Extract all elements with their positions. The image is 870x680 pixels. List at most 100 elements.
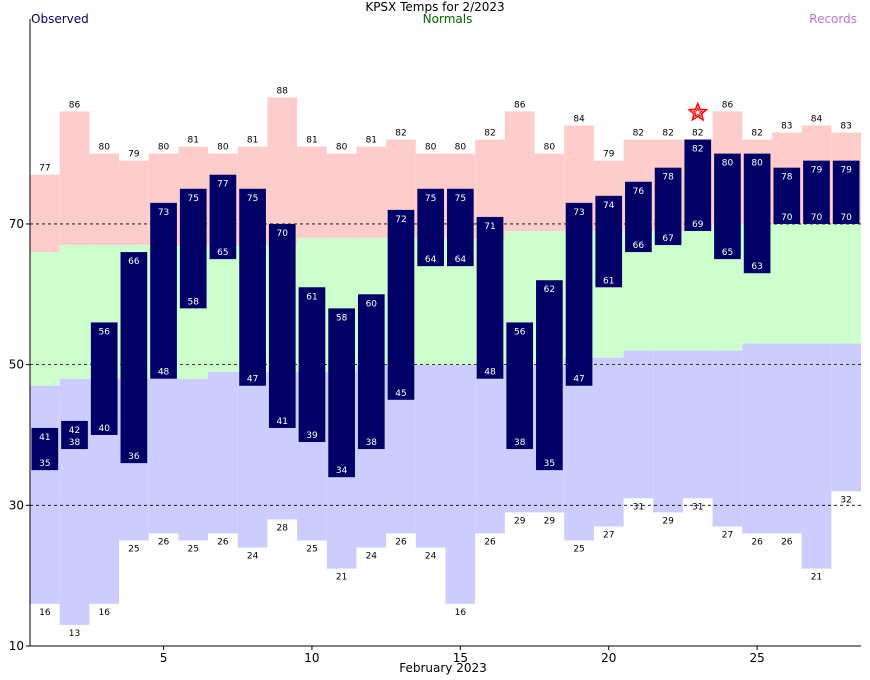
observed-bar — [565, 202, 593, 386]
observed-low-label: 64 — [455, 255, 467, 265]
observed-bar — [209, 174, 237, 260]
x-axis-label: February 2023 — [399, 661, 487, 675]
normal-band — [208, 245, 238, 372]
observed-high-label: 80 — [722, 159, 734, 169]
record-low-band — [30, 385, 60, 604]
observed-high-label: 76 — [633, 187, 645, 197]
observed-low-label: 40 — [98, 424, 110, 434]
record-high-band — [534, 153, 565, 231]
record-high-label: 82 — [692, 129, 703, 139]
x-tick-label: 25 — [749, 651, 764, 665]
observed-bar — [239, 188, 266, 386]
observed-bar — [743, 153, 771, 274]
observed-high-label: 72 — [395, 215, 406, 225]
record-low-band — [712, 350, 743, 527]
observed-high-label: 73 — [158, 208, 169, 218]
record-low-label: 16 — [98, 608, 110, 618]
record-high-label: 82 — [395, 129, 406, 139]
record-high-label: 86 — [69, 100, 81, 110]
observed-bars-layer — [31, 139, 860, 478]
observed-high-label: 58 — [336, 313, 348, 323]
observed-bar — [298, 287, 326, 443]
normal-band — [59, 245, 90, 379]
observed-low-label: 34 — [336, 466, 348, 476]
record-high-label: 80 — [158, 143, 170, 153]
observed-high-label: 73 — [573, 208, 584, 218]
record-high-label: 79 — [603, 150, 615, 160]
record-low-band — [237, 371, 268, 548]
record-low-label: 24 — [366, 552, 378, 562]
observed-bar — [476, 216, 504, 379]
observed-low-label: 70 — [811, 213, 823, 223]
record-low-label: 27 — [603, 530, 614, 540]
observed-high-label: 70 — [277, 229, 289, 239]
observed-bar — [357, 294, 385, 450]
observed-bar — [31, 427, 59, 471]
record-low-band — [208, 371, 238, 534]
observed-high-label: 56 — [514, 327, 526, 337]
record-low-label: 26 — [158, 537, 170, 547]
record-high-band — [89, 153, 120, 246]
record-high-label: 88 — [277, 86, 289, 96]
record-low-label: 26 — [484, 537, 496, 547]
record-low-label: 26 — [781, 537, 793, 547]
observed-bar — [417, 188, 444, 267]
legend-records: Records — [809, 12, 857, 26]
record-high-label: 83 — [781, 122, 792, 132]
x-tick-label: 10 — [304, 651, 319, 665]
record-high-label: 81 — [306, 136, 317, 146]
record-high-band — [504, 111, 535, 231]
record-low-label: 13 — [69, 629, 80, 639]
legend-observed: Observed — [31, 12, 89, 26]
observed-bar — [90, 322, 118, 435]
x-tick-label: 15 — [453, 651, 468, 665]
record-high-band — [356, 146, 387, 239]
axes-layer: 10 30 50 70 5 10 15 20 25 February 2023 — [9, 19, 861, 675]
y-tick-label: 50 — [9, 358, 24, 372]
record-low-band — [801, 343, 832, 569]
record-high-label: 84 — [811, 114, 823, 124]
record-low-label: 25 — [306, 544, 317, 554]
record-high-label: 80 — [425, 143, 437, 153]
observed-high-label: 75 — [425, 194, 436, 204]
observed-low-label: 38 — [366, 438, 378, 448]
record-high-label: 80 — [544, 143, 556, 153]
observed-low-label: 70 — [781, 213, 793, 223]
observed-low-label: 61 — [603, 276, 614, 286]
observed-bar — [803, 160, 830, 224]
observed-high-label: 79 — [811, 166, 823, 176]
observed-low-label: 65 — [217, 248, 228, 258]
observed-low-label: 65 — [722, 248, 733, 258]
observed-high-label: 66 — [128, 257, 140, 267]
record-low-label: 24 — [425, 552, 437, 562]
record-low-band — [415, 364, 446, 548]
record-high-label: 86 — [514, 100, 526, 110]
x-tick-label: 20 — [601, 651, 616, 665]
observed-low-label: 70 — [840, 213, 852, 223]
observed-low-label: 67 — [662, 234, 673, 244]
record-high-band — [119, 160, 149, 246]
observed-bar — [387, 209, 415, 400]
observed-low-label: 58 — [188, 297, 200, 307]
record-low-label: 32 — [840, 495, 851, 505]
observed-bar — [654, 167, 682, 246]
record-high-label: 82 — [751, 129, 762, 139]
normal-band — [653, 230, 683, 351]
normal-band — [801, 223, 832, 344]
observed-low-label: 48 — [158, 368, 170, 378]
record-star-inner-icon — [692, 106, 704, 118]
value-labels-layer: 41 35 77 16 42 38 86 13 56 40 80 16 66 36 79 25 73 48 80 26… — [39, 86, 852, 639]
record-markers-layer — [687, 101, 709, 122]
record-high-label: 81 — [247, 136, 258, 146]
record-low-band — [445, 364, 476, 604]
record-low-label: 29 — [662, 516, 674, 526]
record-low-band — [148, 378, 179, 534]
observed-low-label: 35 — [39, 459, 50, 469]
observed-high-label: 75 — [247, 194, 258, 204]
record-low-label: 25 — [128, 544, 139, 554]
record-low-band — [59, 378, 90, 625]
record-low-label: 16 — [39, 608, 51, 618]
observed-bar — [595, 195, 623, 288]
